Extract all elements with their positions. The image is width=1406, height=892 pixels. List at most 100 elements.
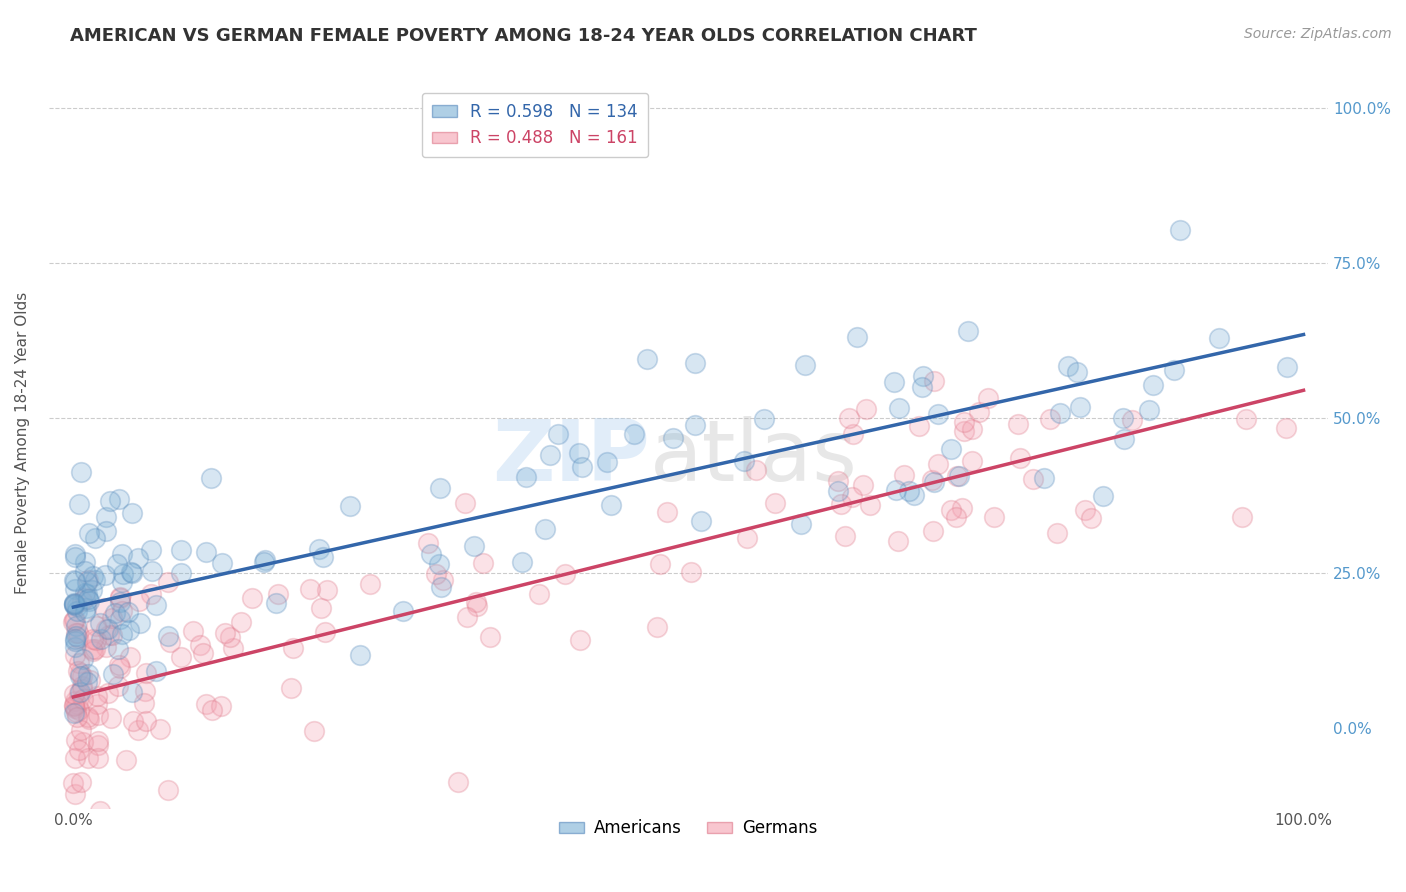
Point (111, 575, 134, 590)
Point (82, 568, 104, 582)
Point (852, 478, 875, 492)
Point (63, 694, 86, 708)
Point (62, 573, 84, 587)
Point (1069, 401, 1091, 415)
Point (170, 543, 193, 558)
Point (568, 446, 591, 460)
Point (953, 415, 976, 429)
Point (939, 442, 962, 456)
Point (1137, 402, 1160, 417)
Point (70, 775, 93, 789)
Point (571, 460, 593, 475)
Point (834, 529, 856, 543)
Point (200, 471, 222, 485)
Point (101, 628, 124, 642)
Point (77, 667, 100, 681)
Point (240, 591, 263, 606)
Point (117, 605, 139, 619)
Point (65, 625, 87, 640)
Point (887, 401, 910, 415)
Point (63, 582, 86, 596)
Point (191, 646, 214, 660)
Point (63, 574, 86, 589)
Point (76, 587, 98, 601)
Point (98, 628, 121, 642)
Point (89, 615, 111, 630)
Point (908, 418, 931, 433)
Point (156, 782, 179, 797)
Point (447, 775, 470, 789)
Point (86, 697, 108, 711)
Point (65, 826, 87, 840)
Point (65, 733, 87, 747)
Point (67, 497, 90, 511)
Point (65, 640, 87, 654)
Point (1073, 503, 1095, 517)
Point (66, 665, 89, 679)
Point (254, 552, 277, 566)
Point (73, 586, 96, 600)
Point (657, 505, 679, 519)
Point (94, 640, 117, 654)
Point (859, 498, 882, 512)
Point (945, 510, 967, 524)
Point (101, 611, 124, 625)
Point (218, 630, 240, 644)
Point (309, 600, 332, 615)
Point (82, 644, 104, 658)
Point (830, 497, 852, 511)
Point (827, 474, 849, 488)
Point (201, 703, 224, 717)
Point (302, 723, 325, 738)
Point (112, 566, 135, 581)
Point (1168, 222, 1191, 236)
Point (1112, 432, 1135, 446)
Point (623, 426, 645, 441)
Point (77, 751, 100, 765)
Point (66, 710, 89, 724)
Point (67, 656, 90, 670)
Point (63, 549, 86, 564)
Point (752, 412, 775, 426)
Point (1007, 417, 1029, 432)
Point (1208, 331, 1230, 345)
Point (135, 665, 157, 680)
Point (922, 524, 945, 538)
Point (63, 599, 86, 613)
Point (149, 722, 172, 736)
Point (927, 457, 949, 471)
Point (62, 687, 84, 701)
Point (1046, 525, 1069, 540)
Point (96, 524, 118, 538)
Point (1274, 420, 1296, 434)
Point (1049, 406, 1071, 420)
Point (69, 669, 91, 683)
Point (846, 329, 869, 343)
Point (63, 614, 86, 628)
Point (63, 597, 86, 611)
Point (72, 692, 94, 706)
Point (515, 470, 537, 484)
Text: atlas: atlas (650, 416, 858, 499)
Point (280, 681, 302, 695)
Point (107, 679, 129, 693)
Point (156, 575, 179, 590)
Point (86, 689, 108, 703)
Point (1066, 366, 1088, 380)
Point (86, 738, 108, 752)
Point (100, 711, 122, 725)
Point (312, 550, 335, 565)
Point (827, 484, 849, 499)
Point (63, 787, 86, 801)
Point (70, 669, 93, 683)
Point (76, 675, 98, 690)
Point (97, 622, 120, 636)
Point (948, 468, 970, 483)
Point (679, 565, 702, 579)
Point (953, 424, 976, 438)
Point (72, 734, 94, 748)
Point (145, 664, 167, 678)
Point (281, 640, 304, 655)
Point (83, 642, 105, 657)
Point (893, 467, 915, 482)
